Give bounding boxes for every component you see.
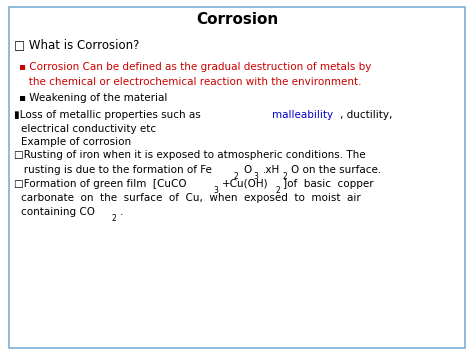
Text: □Formation of green film  [CuCO: □Formation of green film [CuCO [14,179,187,189]
Text: .: . [119,207,123,217]
Text: ▪ Weakening of the material: ▪ Weakening of the material [19,93,167,103]
Text: ]of  basic  copper: ]of basic copper [283,179,374,189]
Text: □Rusting of iron when it is exposed to atmospheric conditions. The: □Rusting of iron when it is exposed to a… [14,151,366,160]
Text: , ductility,: , ductility, [340,110,392,120]
Text: malleability: malleability [272,110,333,120]
Text: 2: 2 [283,171,288,181]
Text: O: O [244,165,252,175]
Text: Example of corrosion: Example of corrosion [21,137,131,147]
Text: ▮Loss of metallic properties such as: ▮Loss of metallic properties such as [14,110,201,120]
Text: ▪ Corrosion Can be defined as the gradual destruction of metals by: ▪ Corrosion Can be defined as the gradua… [19,62,371,72]
Text: the chemical or electrochemical reaction with the environment.: the chemical or electrochemical reaction… [19,77,362,87]
Text: O on the surface.: O on the surface. [291,165,381,175]
Text: 2: 2 [234,171,239,181]
Text: □ What is Corrosion?: □ What is Corrosion? [14,38,140,51]
Text: carbonate  on  the  surface  of  Cu,  when  exposed  to  moist  air: carbonate on the surface of Cu, when exp… [21,193,361,203]
Text: 3: 3 [253,171,258,181]
Text: +Cu(OH): +Cu(OH) [222,179,268,189]
Text: Corrosion: Corrosion [196,12,278,27]
Text: rusting is due to the formation of Fe: rusting is due to the formation of Fe [14,165,212,175]
Text: 3: 3 [213,186,218,195]
Text: 2: 2 [275,186,280,195]
Text: containing CO: containing CO [21,207,95,217]
Text: .xH: .xH [263,165,280,175]
Text: electrical conductivity etc: electrical conductivity etc [21,124,156,133]
Text: 2: 2 [111,214,117,223]
